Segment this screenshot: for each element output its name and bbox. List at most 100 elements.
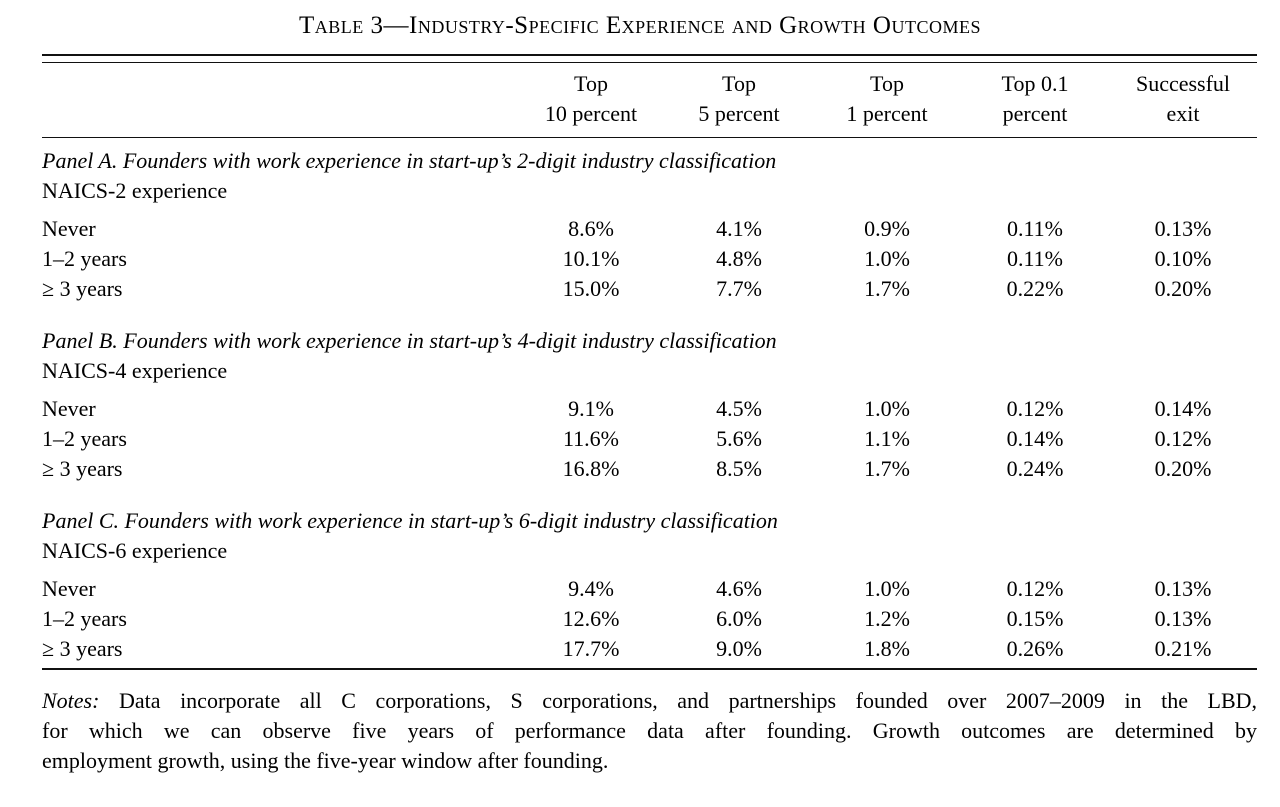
notes-line-2: for which we can observe five years of p… (42, 718, 1257, 743)
cell-value: 0.13% (1154, 216, 1212, 241)
cell-value: 0.21% (1154, 636, 1212, 661)
panel-a: Panel A. Founders with work experience i… (42, 146, 1257, 304)
table-row: ≥ 3 years 17.7% 9.0% 1.8% 0.26% 0.21% (42, 634, 1257, 664)
table-row: Never 8.6% 4.1% 0.9% 0.11% 0.13% (42, 214, 1257, 244)
cell-value: 0.12% (1006, 396, 1064, 421)
cell-value: 8.5% (716, 456, 762, 481)
column-header-line2: 10 percent (544, 101, 638, 126)
panel-rows: Never 9.4% 4.6% 1.0% 0.12% 0.13% 1–2 yea… (42, 574, 1257, 664)
cell-value: 0.20% (1154, 276, 1212, 301)
panel-heading: Panel A. Founders with work experience i… (42, 148, 777, 173)
cell-value: 1.0% (864, 246, 910, 271)
table-row: 1–2 years 11.6% 5.6% 1.1% 0.14% 0.12% (42, 424, 1257, 454)
cell-value: 0.12% (1006, 576, 1064, 601)
cell-value: 9.1% (568, 396, 614, 421)
column-header-line1: Top (574, 71, 608, 96)
cell-value: 0.12% (1154, 426, 1212, 451)
cell-value: 4.1% (716, 216, 762, 241)
cell-value: 4.5% (716, 396, 762, 421)
notes-label: Notes: (42, 688, 100, 713)
row-label: 1–2 years (42, 606, 127, 631)
cell-value: 11.6% (562, 426, 619, 451)
panel-b: Panel B. Founders with work experience i… (42, 326, 1257, 484)
row-label: Never (42, 396, 96, 421)
panel-subheading: NAICS-4 experience (42, 358, 228, 383)
table-row: Never 9.1% 4.5% 1.0% 0.12% 0.14% (42, 394, 1257, 424)
table-top-double-rule (42, 54, 1257, 63)
cell-value: 1.7% (864, 276, 910, 301)
cell-value: 0.22% (1006, 276, 1064, 301)
table-notes: Notes: Data incorporate all C corporatio… (42, 686, 1257, 776)
cell-value: 1.8% (864, 636, 910, 661)
column-header-line2: percent (1002, 101, 1068, 126)
column-header-line2: 5 percent (698, 101, 780, 126)
cell-value: 0.13% (1154, 606, 1212, 631)
row-label: Never (42, 216, 96, 241)
panel-rows: Never 8.6% 4.1% 0.9% 0.11% 0.13% 1–2 yea… (42, 214, 1257, 304)
panel-rows: Never 9.1% 4.5% 1.0% 0.12% 0.14% 1–2 yea… (42, 394, 1257, 484)
cell-value: 4.8% (716, 246, 762, 271)
row-label: ≥ 3 years (42, 456, 123, 481)
cell-value: 4.6% (716, 576, 762, 601)
cell-value: 0.20% (1154, 456, 1212, 481)
notes-line-1: Notes: Data incorporate all C corporatio… (42, 686, 1257, 716)
cell-value: 0.11% (1006, 216, 1063, 241)
table-row: 1–2 years 12.6% 6.0% 1.2% 0.15% 0.13% (42, 604, 1257, 634)
cell-value: 5.6% (716, 426, 762, 451)
column-header-line1: Top (870, 71, 904, 96)
row-label: ≥ 3 years (42, 276, 123, 301)
row-label: 1–2 years (42, 426, 127, 451)
cell-value: 0.11% (1006, 246, 1063, 271)
panel-subheading: NAICS-2 experience (42, 178, 228, 203)
table-row: Never 9.4% 4.6% 1.0% 0.12% 0.13% (42, 574, 1257, 604)
table-row: ≥ 3 years 15.0% 7.7% 1.7% 0.22% 0.20% (42, 274, 1257, 304)
table-content: Top 10 percent Top 5 percent Top 1 perce… (42, 54, 1257, 776)
cell-value: 1.2% (864, 606, 910, 631)
cell-value: 9.4% (568, 576, 614, 601)
cell-value: 9.0% (716, 636, 762, 661)
row-label: 1–2 years (42, 246, 127, 271)
cell-value: 0.24% (1006, 456, 1064, 481)
cell-value: 0.10% (1154, 246, 1212, 271)
cell-value: 1.0% (864, 576, 910, 601)
column-header-line2: exit (1166, 101, 1200, 126)
column-header-top-1-percent: Top 1 percent (813, 69, 961, 129)
cell-value: 15.0% (562, 276, 620, 301)
column-header-top-10-percent: Top 10 percent (517, 69, 665, 129)
panel-subheading: NAICS-6 experience (42, 538, 228, 563)
cell-value: 0.15% (1006, 606, 1064, 631)
table-header: Top 10 percent Top 5 percent Top 1 perce… (42, 63, 1257, 137)
panel-c: Panel C. Founders with work experience i… (42, 506, 1257, 664)
notes-line-3: employment growth, using the five-year w… (42, 748, 609, 773)
cell-value: 1.7% (864, 456, 910, 481)
cell-value: 10.1% (562, 246, 620, 271)
cell-value: 0.26% (1006, 636, 1064, 661)
header-rule (42, 137, 1257, 138)
row-label: ≥ 3 years (42, 636, 123, 661)
table-row: 1–2 years 10.1% 4.8% 1.0% 0.11% 0.10% (42, 244, 1257, 274)
cell-value: 1.0% (864, 396, 910, 421)
column-header-line2: 1 percent (846, 101, 928, 126)
cell-value: 0.9% (864, 216, 910, 241)
cell-value: 12.6% (562, 606, 620, 631)
cell-value: 1.1% (864, 426, 910, 451)
panel-heading: Panel C. Founders with work experience i… (42, 508, 778, 533)
table-row: ≥ 3 years 16.8% 8.5% 1.7% 0.24% 0.20% (42, 454, 1257, 484)
column-header-line1: Successful (1135, 71, 1231, 96)
table-bottom-rule (42, 668, 1257, 670)
cell-value: 8.6% (568, 216, 614, 241)
column-header-successful-exit: Successful exit (1109, 69, 1257, 129)
column-header-line1: Top 0.1 (1001, 71, 1069, 96)
notes-text: Data incorporate all C corporations, S c… (119, 688, 1258, 713)
column-header-top-5-percent: Top 5 percent (665, 69, 813, 129)
cell-value: 0.14% (1154, 396, 1212, 421)
cell-value: 0.14% (1006, 426, 1064, 451)
panel-heading: Panel B. Founders with work experience i… (42, 328, 777, 353)
cell-value: 0.13% (1154, 576, 1212, 601)
cell-value: 17.7% (562, 636, 620, 661)
cell-value: 7.7% (716, 276, 762, 301)
row-label: Never (42, 576, 96, 601)
column-header-line1: Top (722, 71, 756, 96)
cell-value: 6.0% (716, 606, 762, 631)
